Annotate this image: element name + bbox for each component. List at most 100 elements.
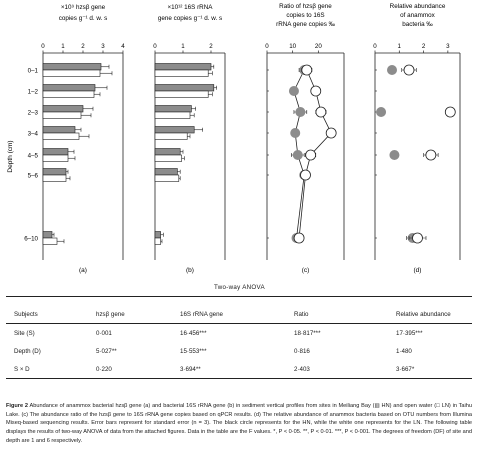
ln-bar	[154, 132, 188, 140]
panel-title-line: rRNA gene copies ‰	[276, 21, 336, 28]
anova-header-row: Subjects hzsβ gene 16S rRNA gene Ratio R…	[6, 296, 472, 324]
hn-bar	[154, 231, 161, 239]
ln-point	[325, 127, 337, 139]
caption-text: Abundance of anammox bacterial hzsβ gene…	[6, 403, 473, 444]
table-cell: 2·403	[292, 360, 394, 379]
hn-point	[295, 107, 306, 117]
table-cell: 17·395***	[396, 329, 423, 337]
depth-tick-label: 6–10	[24, 236, 38, 243]
anova-header-relative: Relative abundance	[394, 296, 472, 324]
hn-bar	[42, 148, 69, 156]
x-tick-label: 4	[121, 43, 125, 50]
hn-bar	[154, 84, 215, 92]
hn-point	[292, 150, 303, 160]
hn-bar	[42, 105, 84, 113]
ln-bar	[42, 154, 69, 162]
hn-bar	[154, 168, 178, 176]
x-tick-label: 2	[209, 43, 213, 50]
x-tick-label: 1	[398, 43, 402, 50]
x-tick-label: 0	[265, 43, 269, 50]
panel-label: (a)	[79, 267, 87, 274]
ln-point	[425, 149, 437, 161]
ln-bar	[154, 154, 182, 162]
ln-bar	[154, 111, 191, 119]
hn-bar	[154, 148, 181, 156]
panel-title-line: gene copies g⁻¹ d. w. s	[158, 15, 222, 22]
figure-caption: Figure 2 Abundance of anammox bacterial …	[6, 402, 472, 446]
panel-title-line: copies g⁻¹ d. w. s	[59, 15, 107, 22]
panel-label: (c)	[302, 267, 310, 274]
x-tick-label: 3	[101, 43, 105, 50]
panel-title-line: ×10¹² 16S rRNA	[168, 4, 214, 11]
table-cell: 5·027**	[96, 347, 117, 355]
table-cell: 0·220	[94, 360, 178, 379]
x-tick-label: 20	[315, 43, 322, 50]
hn-bar	[42, 168, 67, 176]
ln-bar	[42, 237, 58, 245]
ln-point	[293, 232, 305, 244]
x-tick-label: 0	[373, 43, 377, 50]
hn-bar	[42, 84, 96, 92]
panel-label: (b)	[186, 267, 194, 274]
ln-point	[310, 85, 322, 97]
panel-title-line: Ratio of hzsβ gene	[279, 3, 332, 10]
hn-bar	[154, 126, 195, 134]
x-tick-label: 1	[181, 43, 185, 50]
table-cell: 18·817***	[294, 329, 321, 337]
ln-point	[412, 232, 423, 244]
hn-point	[376, 107, 387, 117]
x-tick-label: 3	[446, 43, 450, 50]
ln-bar	[42, 90, 95, 98]
table-cell: 0·001	[96, 329, 112, 337]
panel-label: (d)	[414, 267, 422, 274]
table-cell: 3·667*	[394, 360, 472, 379]
panel-title-line: ×10⁹ hzsβ gene	[61, 4, 106, 11]
hn-bar	[154, 63, 212, 71]
x-tick-label: 1	[61, 43, 65, 50]
ln-point	[315, 106, 327, 118]
hn-bar	[42, 126, 76, 134]
ln-point	[301, 64, 313, 76]
hn-point	[288, 86, 299, 96]
depth-tick-label: 5–6	[28, 173, 39, 180]
depth-tick-label: 0–1	[28, 68, 39, 75]
x-tick-label: 2	[81, 43, 85, 50]
panel-title-line: of anammox	[400, 12, 435, 19]
depth-tick-label: 3–4	[28, 131, 39, 138]
ln-point	[305, 149, 317, 161]
x-tick-label: 0	[153, 43, 157, 50]
depth-axis-label: Depth (cm)	[7, 140, 14, 172]
anova-table: Subjects hzsβ gene 16S rRNA gene Ratio R…	[6, 296, 472, 379]
panel-title-line: copies to 16S	[286, 12, 324, 19]
ln-point	[300, 169, 311, 181]
anova-header-subjects: Subjects	[6, 296, 94, 324]
table-row: Site (S) 0·001 16·456*** 18·817*** 17·39…	[6, 324, 472, 343]
x-tick-label: 2	[422, 43, 426, 50]
hn-point	[290, 128, 301, 138]
anova-header-ratio: Ratio	[292, 296, 394, 324]
depth-tick-label: 4–5	[28, 153, 39, 160]
table-cell: S × D	[6, 360, 94, 379]
table-cell: 1·480	[396, 347, 412, 355]
table-cell: 15·553***	[180, 347, 207, 355]
ln-bar	[154, 69, 209, 77]
hn-point	[387, 65, 397, 75]
table-row: S × D 0·220 3·694** 2·403 3·667*	[6, 360, 472, 379]
x-tick-label: 0	[41, 43, 45, 50]
ln-bar	[42, 69, 101, 77]
anova-header-hzs: hzsβ gene	[94, 296, 178, 324]
ln-bar	[154, 237, 161, 245]
ln-point	[444, 106, 456, 118]
panel-title-line: bacteria ‰	[402, 21, 433, 28]
table-cell: 3·694**	[178, 360, 292, 379]
depth-tick-label: 1–2	[28, 89, 39, 96]
table-cell: Site (S)	[14, 329, 35, 337]
ln-bar	[42, 111, 82, 119]
table-cell: 0·816	[294, 347, 310, 355]
anova-title: Two-way ANOVA	[214, 284, 265, 291]
ln-bar	[154, 90, 209, 98]
depth-tick-label: 2–3	[28, 110, 39, 117]
ln-bar	[42, 174, 67, 182]
anova-header-16s: 16S rRNA gene	[178, 296, 292, 324]
panel-title-line: Relative abundance	[390, 3, 446, 10]
